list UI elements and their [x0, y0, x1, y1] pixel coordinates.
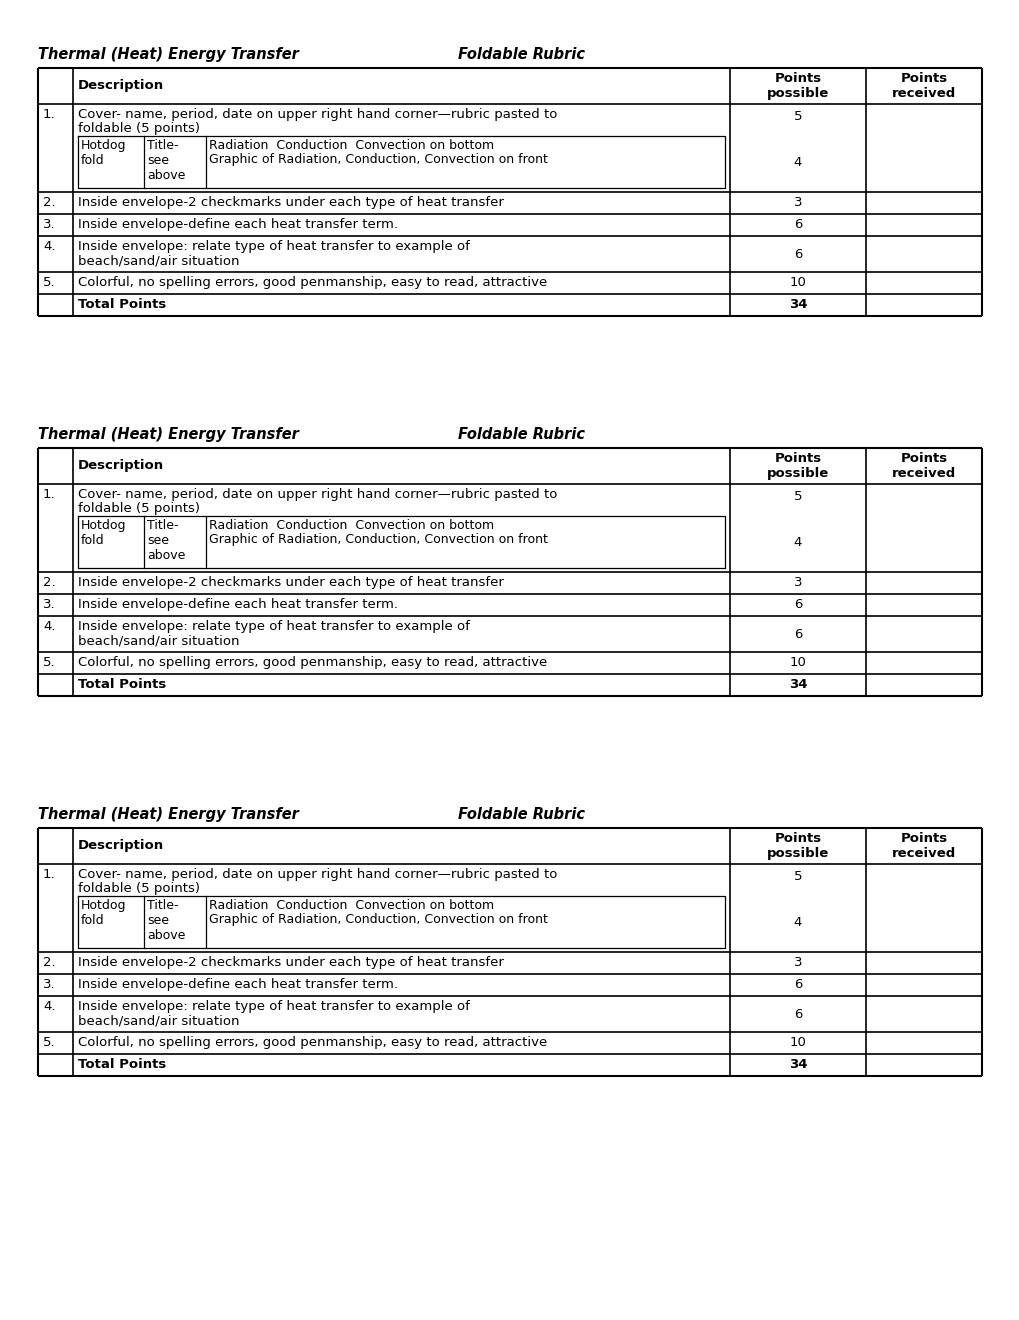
Text: Graphic of Radiation, Conduction, Convection on front: Graphic of Radiation, Conduction, Convec…: [209, 533, 547, 546]
Text: 3: 3: [793, 957, 802, 969]
Text: Colorful, no spelling errors, good penmanship, easy to read, attractive: Colorful, no spelling errors, good penma…: [77, 656, 547, 669]
Text: Thermal (Heat) Energy Transfer: Thermal (Heat) Energy Transfer: [38, 48, 299, 62]
Text: Cover- name, period, date on upper right hand corner—rubric pasted to: Cover- name, period, date on upper right…: [77, 108, 556, 121]
Text: Foldable Rubric: Foldable Rubric: [458, 48, 585, 62]
Text: Foldable Rubric: Foldable Rubric: [458, 807, 585, 822]
Text: Points
received: Points received: [891, 73, 955, 100]
Text: 10: 10: [789, 656, 806, 669]
Text: 4.: 4.: [43, 620, 55, 634]
Text: Total Points: Total Points: [77, 1059, 166, 1072]
Text: 1.: 1.: [43, 488, 56, 502]
Text: beach/sand/air situation: beach/sand/air situation: [77, 253, 239, 267]
Text: Radiation  Conduction  Convection on bottom: Radiation Conduction Convection on botto…: [209, 139, 493, 152]
Text: 34: 34: [788, 678, 806, 692]
Text: 6: 6: [793, 598, 801, 611]
Text: 3.: 3.: [43, 218, 56, 231]
Text: Title-
see
above: Title- see above: [147, 519, 185, 562]
Text: 6: 6: [793, 248, 801, 260]
Text: 3: 3: [793, 197, 802, 210]
Text: 3.: 3.: [43, 598, 56, 611]
Text: Foldable Rubric: Foldable Rubric: [458, 426, 585, 442]
Text: 4.: 4.: [43, 240, 55, 253]
Text: 4: 4: [793, 916, 801, 928]
Text: 3: 3: [793, 577, 802, 590]
Text: Title-
see
above: Title- see above: [147, 899, 185, 942]
Text: foldable (5 points): foldable (5 points): [77, 882, 200, 895]
Text: Cover- name, period, date on upper right hand corner—rubric pasted to: Cover- name, period, date on upper right…: [77, 488, 556, 502]
Text: beach/sand/air situation: beach/sand/air situation: [77, 634, 239, 647]
Text: foldable (5 points): foldable (5 points): [77, 121, 200, 135]
Text: 2.: 2.: [43, 956, 56, 969]
Text: 6: 6: [793, 978, 801, 991]
Text: Inside envelope-define each heat transfer term.: Inside envelope-define each heat transfe…: [77, 978, 397, 991]
Text: Description: Description: [77, 79, 164, 92]
Text: 5: 5: [793, 110, 802, 123]
Text: 10: 10: [789, 276, 806, 289]
Text: Graphic of Radiation, Conduction, Convection on front: Graphic of Radiation, Conduction, Convec…: [209, 153, 547, 166]
Text: Inside envelope-2 checkmarks under each type of heat transfer: Inside envelope-2 checkmarks under each …: [77, 195, 503, 209]
Text: foldable (5 points): foldable (5 points): [77, 502, 200, 515]
Text: Total Points: Total Points: [77, 298, 166, 312]
Text: Points
received: Points received: [891, 451, 955, 480]
Text: 4: 4: [793, 536, 801, 549]
Text: Inside envelope-define each heat transfer term.: Inside envelope-define each heat transfe…: [77, 598, 397, 611]
Text: 2.: 2.: [43, 195, 56, 209]
Text: 4: 4: [793, 156, 801, 169]
Text: Colorful, no spelling errors, good penmanship, easy to read, attractive: Colorful, no spelling errors, good penma…: [77, 1036, 547, 1049]
Text: Hotdog
fold: Hotdog fold: [81, 899, 126, 927]
Text: 6: 6: [793, 627, 801, 640]
Text: Inside envelope: relate type of heat transfer to example of: Inside envelope: relate type of heat tra…: [77, 620, 470, 634]
Text: 5.: 5.: [43, 1036, 56, 1049]
Text: Inside envelope-define each heat transfer term.: Inside envelope-define each heat transfe…: [77, 218, 397, 231]
Text: 5: 5: [793, 490, 802, 503]
Text: Radiation  Conduction  Convection on bottom: Radiation Conduction Convection on botto…: [209, 899, 493, 912]
Text: 2.: 2.: [43, 576, 56, 589]
Text: Inside envelope: relate type of heat transfer to example of: Inside envelope: relate type of heat tra…: [77, 240, 470, 253]
Text: 6: 6: [793, 1007, 801, 1020]
Text: 5: 5: [793, 870, 802, 883]
Text: 6: 6: [793, 219, 801, 231]
Text: Description: Description: [77, 459, 164, 473]
Text: Points
received: Points received: [891, 832, 955, 861]
Text: Inside envelope-2 checkmarks under each type of heat transfer: Inside envelope-2 checkmarks under each …: [77, 576, 503, 589]
Text: 4.: 4.: [43, 1001, 55, 1012]
Text: 34: 34: [788, 1059, 806, 1072]
Text: Thermal (Heat) Energy Transfer: Thermal (Heat) Energy Transfer: [38, 426, 299, 442]
Text: 34: 34: [788, 298, 806, 312]
Text: Inside envelope: relate type of heat transfer to example of: Inside envelope: relate type of heat tra…: [77, 1001, 470, 1012]
Text: 1.: 1.: [43, 108, 56, 121]
Text: Total Points: Total Points: [77, 678, 166, 692]
Text: Inside envelope-2 checkmarks under each type of heat transfer: Inside envelope-2 checkmarks under each …: [77, 956, 503, 969]
Text: Title-
see
above: Title- see above: [147, 139, 185, 182]
Text: 10: 10: [789, 1036, 806, 1049]
Text: Colorful, no spelling errors, good penmanship, easy to read, attractive: Colorful, no spelling errors, good penma…: [77, 276, 547, 289]
Text: Cover- name, period, date on upper right hand corner—rubric pasted to: Cover- name, period, date on upper right…: [77, 869, 556, 880]
Text: Description: Description: [77, 840, 164, 853]
Text: 5.: 5.: [43, 656, 56, 669]
Text: Hotdog
fold: Hotdog fold: [81, 519, 126, 546]
Text: Graphic of Radiation, Conduction, Convection on front: Graphic of Radiation, Conduction, Convec…: [209, 913, 547, 927]
Text: Radiation  Conduction  Convection on bottom: Radiation Conduction Convection on botto…: [209, 519, 493, 532]
Text: Hotdog
fold: Hotdog fold: [81, 139, 126, 168]
Text: 3.: 3.: [43, 978, 56, 991]
Text: Points
possible: Points possible: [766, 832, 828, 861]
Text: Thermal (Heat) Energy Transfer: Thermal (Heat) Energy Transfer: [38, 807, 299, 822]
Text: 1.: 1.: [43, 869, 56, 880]
Text: 5.: 5.: [43, 276, 56, 289]
Text: Points
possible: Points possible: [766, 73, 828, 100]
Text: Points
possible: Points possible: [766, 451, 828, 480]
Text: beach/sand/air situation: beach/sand/air situation: [77, 1014, 239, 1027]
